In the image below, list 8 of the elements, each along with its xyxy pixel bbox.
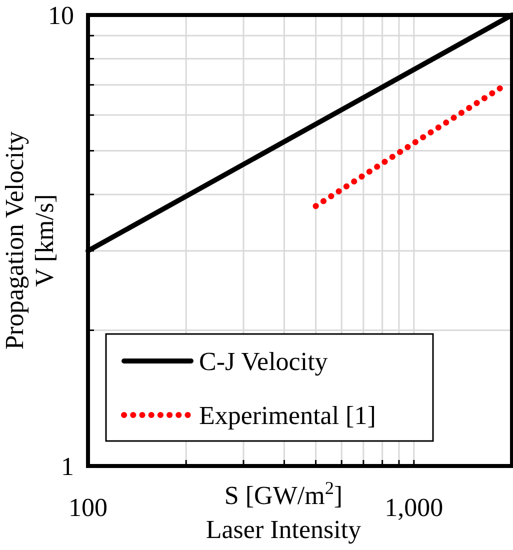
y-tick-label: 1: [61, 452, 74, 482]
x-tick-label: 1,000: [384, 493, 444, 522]
y-tick-label: 10: [48, 1, 74, 30]
legend-label: C-J Velocity: [199, 347, 328, 376]
y-axis-title: Propagation Velocity V [km/s]: [0, 131, 59, 350]
legend-label: Experimental [1]: [199, 401, 376, 430]
x-axis-title: S [GW/m$^{2}$] Laser Intensity: [206, 478, 362, 544]
x-tick-label: 100: [68, 493, 108, 522]
